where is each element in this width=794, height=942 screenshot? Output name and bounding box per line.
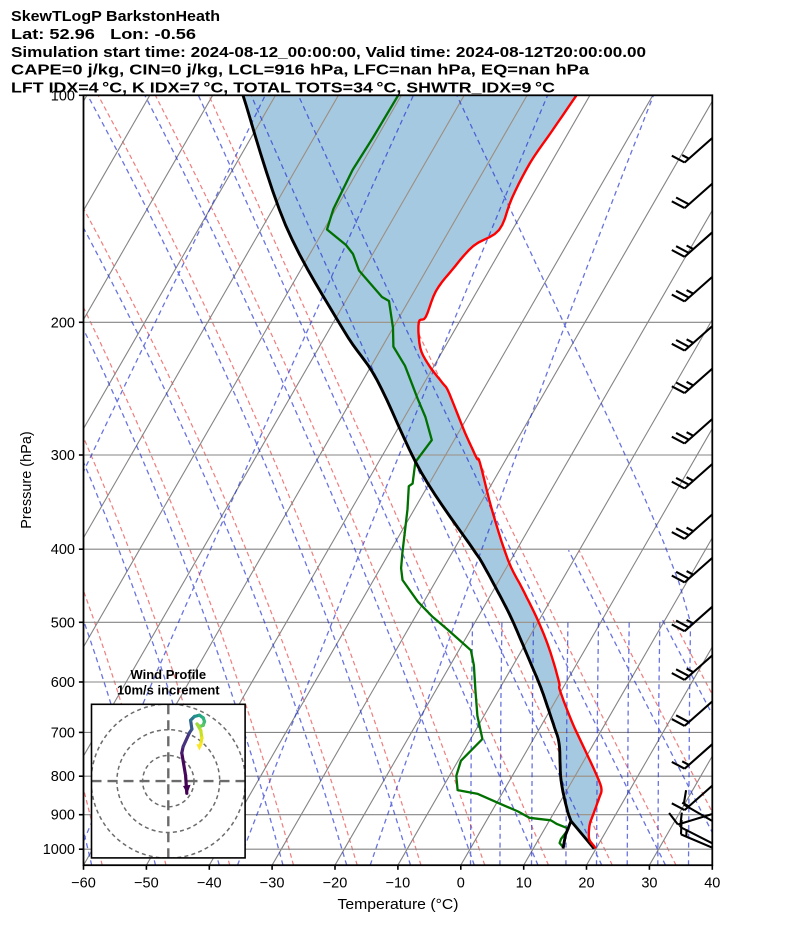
svg-text:CAPE=0 j/kg, CIN=0 j/kg, LCL=9: CAPE=0 j/kg, CIN=0 j/kg, LCL=916 hPa, LF… <box>11 62 590 79</box>
svg-text:SkewTLogP BarkstonHeath: SkewTLogP BarkstonHeath <box>11 8 220 25</box>
svg-text:900: 900 <box>51 808 75 824</box>
svg-text:−40: −40 <box>197 876 222 892</box>
svg-text:−30: −30 <box>260 876 285 892</box>
svg-text:300: 300 <box>51 448 75 464</box>
svg-text:Temperature (°C): Temperature (°C) <box>338 897 459 913</box>
svg-text:500: 500 <box>51 615 75 631</box>
svg-text:Pressure (hPa): Pressure (hPa) <box>19 431 35 529</box>
svg-text:−20: −20 <box>323 876 348 892</box>
svg-text:700: 700 <box>51 725 75 741</box>
svg-text:30: 30 <box>641 876 657 892</box>
svg-text:100: 100 <box>51 88 75 104</box>
svg-text:200: 200 <box>51 315 75 331</box>
svg-text:−50: −50 <box>134 876 159 892</box>
svg-text:Simulation start time: 2024-08: Simulation start time: 2024-08-12_00:00:… <box>11 44 646 61</box>
svg-text:40: 40 <box>704 876 720 892</box>
svg-text:−60: −60 <box>71 876 96 892</box>
svg-text:Wind Profile: Wind Profile <box>130 667 206 682</box>
svg-text:10m/s increment: 10m/s increment <box>117 683 220 698</box>
svg-text:20: 20 <box>578 876 594 892</box>
svg-text:400: 400 <box>51 542 75 558</box>
svg-text:LFT IDX=4 °C, K IDX=7 °C, TOTA: LFT IDX=4 °C, K IDX=7 °C, TOTAL TOTS=34 … <box>11 80 555 97</box>
svg-text:10: 10 <box>516 876 532 892</box>
svg-text:0: 0 <box>457 876 465 892</box>
svg-text:1000: 1000 <box>43 842 75 858</box>
svg-text:800: 800 <box>51 769 75 785</box>
svg-text:−10: −10 <box>386 876 411 892</box>
svg-text:600: 600 <box>51 675 75 691</box>
svg-text:Lat: 52.96 Lon: -0.56: Lat: 52.96 Lon: -0.56 <box>11 26 196 43</box>
